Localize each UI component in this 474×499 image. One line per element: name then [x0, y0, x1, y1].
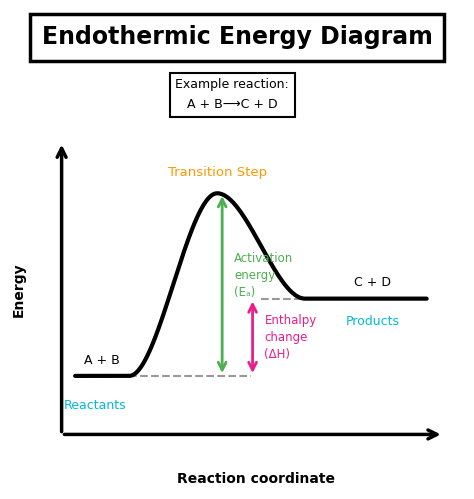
- Text: Products: Products: [346, 315, 400, 328]
- Text: Activation
energy
(Eₐ): Activation energy (Eₐ): [234, 251, 293, 299]
- Text: Transition Step: Transition Step: [167, 166, 267, 179]
- Text: Energy: Energy: [12, 262, 26, 317]
- Text: A + B: A + B: [84, 353, 120, 367]
- Text: Reactants: Reactants: [64, 399, 127, 412]
- Text: Example reaction:
A + B⟶C + D: Example reaction: A + B⟶C + D: [175, 78, 289, 111]
- Text: Enthalpy
change
(ΔH): Enthalpy change (ΔH): [264, 314, 317, 361]
- Text: C + D: C + D: [354, 276, 391, 289]
- Text: Reaction coordinate: Reaction coordinate: [177, 472, 335, 486]
- Text: Endothermic Energy Diagram: Endothermic Energy Diagram: [42, 25, 432, 49]
